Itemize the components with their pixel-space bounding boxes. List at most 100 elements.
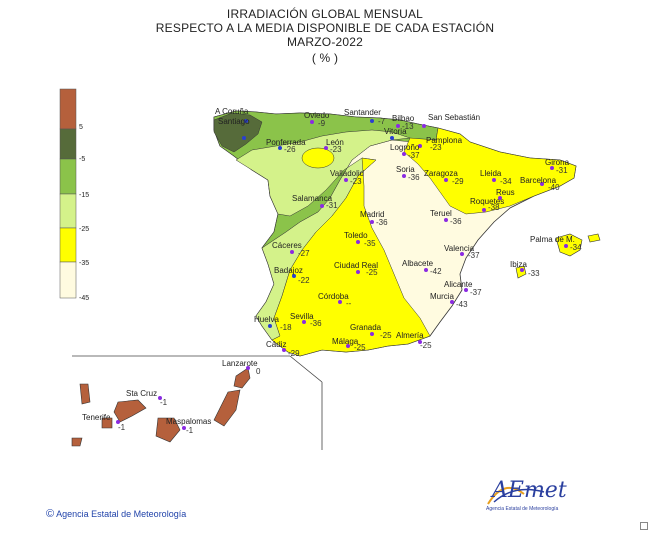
station-name: Sta Cruz [126, 389, 157, 398]
station-name: A Coruña [215, 107, 249, 116]
logo-subtitle: Agencia Estatal de Meteorología [486, 506, 559, 512]
station-dot-zaragoza [444, 178, 448, 182]
station-dot-reus [498, 196, 502, 200]
station-value: -36 [376, 218, 388, 227]
station-name: San Sebastián [428, 113, 480, 122]
station-value: -34 [570, 243, 582, 252]
station-value: -37 [408, 151, 420, 160]
legend-label-1: -5 [79, 156, 85, 163]
station-value: -40 [548, 183, 560, 192]
station-dot-palma [564, 244, 568, 248]
zone-yellow-ne [403, 127, 577, 215]
station-dot-stacruz [158, 396, 162, 400]
canary-islands [71, 367, 251, 447]
station-name: Valladolid [330, 169, 364, 178]
station-dot-almeria [418, 340, 422, 344]
menorca-island [587, 233, 601, 243]
station-dot-vitoria [390, 136, 394, 140]
station-dot-lanzarote [246, 366, 250, 370]
station-value: -31 [556, 166, 568, 175]
station-name: Reus [496, 188, 515, 197]
station-name: Huelva [254, 315, 279, 324]
station-value: -29 [452, 177, 464, 186]
legend-label-5: -45 [79, 295, 89, 302]
legend-swatch-2 [59, 158, 77, 195]
station-name: Ponferrada [266, 138, 306, 147]
station-name: Maspalomas [166, 417, 211, 426]
zone-yellow-leon [301, 147, 335, 169]
station-name: Santiago [218, 117, 250, 126]
station-value: -36 [408, 173, 420, 182]
station-name: Santander [344, 108, 381, 117]
station-name: Vitoria [384, 127, 407, 136]
station-dot-ibiza [520, 268, 524, 272]
station-value: -1 [186, 426, 194, 435]
corner-checkbox[interactable] [640, 522, 648, 530]
station-dot-malaga [346, 344, 350, 348]
station-name: Albacete [402, 259, 434, 268]
station-dot-madrid [370, 220, 374, 224]
station-dot-granada [370, 332, 374, 336]
station-value: -25 [366, 268, 378, 277]
lanzarote-island [233, 367, 251, 389]
station-dot-tenerife [116, 420, 120, 424]
station-name: Córdoba [318, 292, 349, 301]
station-dot-oviedo [310, 120, 314, 124]
station-dot-valencia [460, 252, 464, 256]
station-name: Palma de M. [530, 235, 575, 244]
station-dot-bilbao [396, 124, 400, 128]
fuerteventura-island [213, 389, 241, 427]
station-dot-cordoba [338, 300, 342, 304]
zone-light-green [235, 129, 411, 341]
station-name: Ibiza [510, 260, 527, 269]
station-name: Madrid [360, 210, 384, 219]
aemet-logo-icon [487, 486, 545, 505]
station-value: -18 [280, 323, 292, 332]
station-dot-sansebastian [422, 124, 426, 128]
station-dot-toledo [356, 240, 360, 244]
station-value: -25 [380, 331, 392, 340]
station-name: Almería [396, 331, 424, 340]
legend-label-0: 5 [79, 124, 83, 131]
station-values: -9 -7 -13 -23 -26 -23 -37 -31 -23 -36 -2… [118, 117, 582, 435]
station-dot-alicante [464, 288, 468, 292]
station-dot-acoruna [244, 119, 248, 123]
legend-swatch-4 [59, 227, 77, 263]
station-value: -27 [298, 249, 310, 258]
legend-swatch-1 [59, 128, 77, 160]
legend-swatch-0 [59, 88, 77, 130]
station-value: -25 [354, 343, 366, 352]
station-dot-badajoz [292, 274, 296, 278]
station-markers [116, 119, 568, 430]
station-value: -1 [118, 423, 126, 432]
station-name: Málaga [332, 337, 359, 346]
station-dot-caceres [290, 250, 294, 254]
zone-olive [213, 112, 263, 153]
legend-label-2: -15 [79, 192, 89, 199]
lapalma-island [79, 383, 91, 405]
station-dot-girona [550, 166, 554, 170]
station-name: Teruel [430, 209, 452, 218]
station-name: Salamanca [292, 194, 333, 203]
station-name: Soria [396, 165, 415, 174]
station-name: Granada [350, 323, 382, 332]
station-value: -37 [468, 251, 480, 260]
station-name: Ciudad Real [334, 261, 378, 270]
station-dot-albacete [424, 268, 428, 272]
station-dot-huelva [268, 324, 272, 328]
station-name: Girona [545, 158, 570, 167]
station-name: Barcelona [520, 176, 557, 185]
station-value: -29 [288, 349, 300, 358]
station-dot-leon [324, 146, 328, 150]
station-value: -22 [298, 276, 310, 285]
station-value: -37 [470, 288, 482, 297]
station-value: -25 [420, 341, 432, 350]
station-value: -36 [310, 319, 322, 328]
station-value: 0 [256, 367, 261, 376]
logo-brand: AEmet [492, 478, 567, 503]
station-value: -34 [500, 177, 512, 186]
station-dot-logrono [402, 152, 406, 156]
station-name: Alicante [444, 280, 473, 289]
station-value: -36 [450, 217, 462, 226]
footer-agency-name: Agencia Estatal de Meteorología [56, 509, 187, 519]
